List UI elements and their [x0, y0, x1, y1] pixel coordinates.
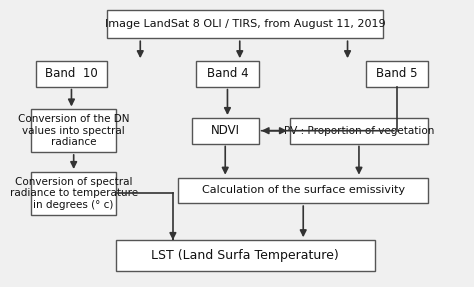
Text: Conversion of spectral
radiance to temperature
in degrees (° c): Conversion of spectral radiance to tempe…	[9, 177, 138, 210]
FancyBboxPatch shape	[31, 172, 116, 215]
Text: LST (Land Surfa Temperature): LST (Land Surfa Temperature)	[151, 249, 339, 262]
Text: Band 4: Band 4	[207, 67, 248, 80]
Text: PV : Proportion of vegetation: PV : Proportion of vegetation	[284, 126, 434, 136]
Text: Calculation of the surface emissivity: Calculation of the surface emissivity	[201, 185, 405, 195]
Text: Band  10: Band 10	[45, 67, 98, 80]
FancyBboxPatch shape	[196, 61, 259, 87]
FancyBboxPatch shape	[31, 109, 116, 152]
FancyBboxPatch shape	[192, 118, 259, 144]
FancyBboxPatch shape	[107, 10, 383, 38]
Text: Image LandSat 8 OLI / TIRS, from August 11, 2019: Image LandSat 8 OLI / TIRS, from August …	[105, 19, 386, 29]
FancyBboxPatch shape	[116, 240, 374, 272]
Text: Conversion of the DN
values into spectral
radiance: Conversion of the DN values into spectra…	[18, 114, 129, 147]
FancyBboxPatch shape	[290, 118, 428, 144]
Text: Band 5: Band 5	[376, 67, 418, 80]
Text: NDVI: NDVI	[211, 124, 240, 137]
FancyBboxPatch shape	[178, 178, 428, 203]
FancyBboxPatch shape	[36, 61, 107, 87]
FancyBboxPatch shape	[365, 61, 428, 87]
